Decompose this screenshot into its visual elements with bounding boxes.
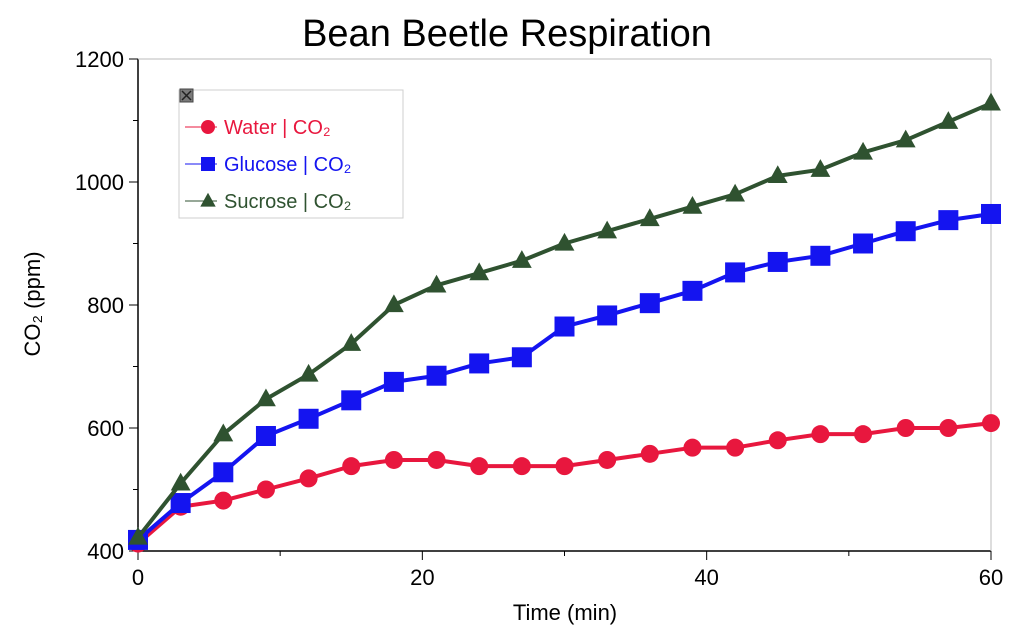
- data-point: [896, 419, 915, 437]
- data-point: [597, 305, 618, 326]
- data-point: [895, 221, 916, 242]
- data-point: [427, 450, 446, 469]
- data-point: [554, 232, 575, 251]
- legend-label: Sucrose | CO₂: [224, 191, 351, 213]
- data-point: [555, 457, 574, 476]
- data-point: [938, 210, 959, 231]
- legend-item: Glucose | CO₂: [185, 154, 351, 176]
- data-point: [853, 233, 874, 254]
- data-point: [213, 462, 234, 483]
- y-tick-label: 1000: [75, 170, 124, 195]
- data-point: [384, 294, 404, 313]
- data-point: [639, 293, 660, 314]
- data-point: [214, 491, 233, 510]
- x-axis-label: Time (min): [513, 600, 617, 625]
- data-point: [342, 457, 361, 476]
- data-point: [511, 347, 532, 368]
- x-tick-label: 40: [694, 565, 718, 590]
- data-point: [682, 280, 703, 301]
- x-tick-label: 0: [132, 565, 144, 590]
- data-point: [767, 251, 788, 272]
- data-point: [939, 419, 958, 437]
- legend-marker: [201, 120, 215, 134]
- data-point: [640, 444, 659, 463]
- data-point: [256, 480, 275, 499]
- data-point: [255, 425, 276, 446]
- data-point: [426, 274, 447, 293]
- data-point: [341, 333, 362, 351]
- data-point: [810, 245, 831, 266]
- data-point: [768, 431, 787, 450]
- legend-close-icon[interactable]: [179, 88, 194, 103]
- data-point: [982, 414, 1000, 433]
- x-tick-label: 60: [979, 565, 1003, 590]
- legend-marker: [200, 192, 216, 207]
- data-point: [981, 203, 1001, 224]
- data-point: [384, 450, 403, 469]
- series-triangle: [128, 92, 1001, 545]
- data-point: [341, 390, 362, 411]
- data-point: [383, 371, 404, 392]
- data-point: [938, 111, 959, 129]
- y-tick-label: 400: [87, 539, 124, 564]
- legend-item: Water | CO₂: [185, 117, 331, 139]
- data-point: [981, 92, 1001, 111]
- y-tick-label: 600: [87, 416, 124, 441]
- y-tick-label: 1200: [75, 47, 124, 72]
- data-point: [597, 220, 618, 239]
- x-tick-label: 20: [410, 565, 434, 590]
- data-point: [682, 195, 703, 214]
- data-point: [213, 423, 234, 442]
- data-point: [170, 493, 191, 514]
- data-point: [725, 183, 745, 202]
- data-point: [512, 457, 531, 476]
- data-point: [811, 425, 830, 444]
- data-point: [426, 365, 447, 386]
- data-point: [726, 438, 745, 457]
- data-point: [511, 250, 532, 268]
- data-point: [298, 408, 319, 429]
- data-point: [470, 457, 489, 476]
- data-point: [469, 262, 490, 281]
- legend-item: Sucrose | CO₂: [185, 191, 351, 213]
- data-point: [854, 425, 873, 444]
- data-point: [598, 450, 617, 469]
- data-point: [810, 159, 831, 177]
- legend-box: [178, 89, 404, 219]
- y-axis-label: CO₂ (ppm): [20, 251, 45, 356]
- axes: 0 20 40 60 400 600 800 1000 1200: [75, 47, 1003, 590]
- data-point: [554, 316, 575, 337]
- data-point: [298, 363, 319, 382]
- data-point: [767, 165, 788, 184]
- data-point: [895, 129, 916, 148]
- data-point: [469, 353, 490, 374]
- data-point: [853, 141, 873, 160]
- legend-marker: [201, 157, 215, 171]
- data-point: [725, 262, 746, 283]
- data-point: [639, 208, 660, 227]
- data-point: [170, 472, 191, 491]
- chart-title: Bean Beetle Respiration: [302, 13, 712, 55]
- data-point: [683, 438, 702, 457]
- legend-label: Water | CO₂: [224, 117, 331, 139]
- y-tick-label: 800: [87, 293, 124, 318]
- data-point: [299, 469, 318, 488]
- legend-items: Water | CO₂ Glucose | CO₂ Sucrose | CO₂: [185, 117, 351, 213]
- data-point: [128, 526, 148, 545]
- data-point: [256, 388, 276, 407]
- legend-label: Glucose | CO₂: [224, 154, 351, 176]
- series-square: [128, 203, 1001, 550]
- series-layer: [128, 92, 1001, 553]
- legend[interactable]: Water | CO₂ Glucose | CO₂ Sucrose | CO₂: [178, 88, 404, 219]
